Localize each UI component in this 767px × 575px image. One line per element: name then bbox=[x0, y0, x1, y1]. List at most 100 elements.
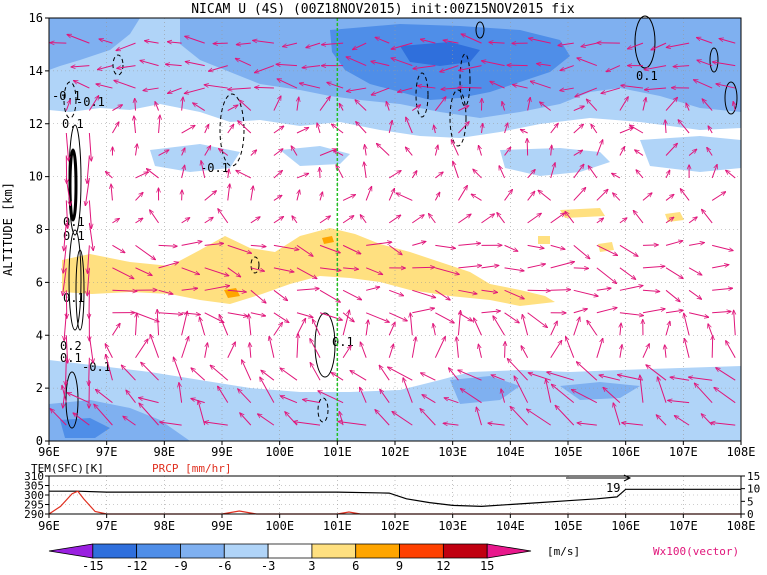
wind-vector bbox=[135, 98, 136, 111]
contour-negative-8 bbox=[63, 81, 77, 119]
wind-vector bbox=[182, 97, 183, 111]
wind-vector bbox=[712, 244, 733, 250]
wind-vector bbox=[665, 170, 670, 179]
wind-vector bbox=[371, 61, 390, 67]
wind-vector bbox=[250, 245, 266, 246]
wind-vector bbox=[67, 393, 90, 404]
wind-vector bbox=[365, 145, 367, 156]
colorbar-units: [m/s] bbox=[547, 545, 580, 558]
colorbar-label: 12 bbox=[436, 559, 450, 573]
wind-vector bbox=[396, 193, 413, 201]
wind-vector bbox=[522, 314, 529, 336]
x-tick-label: 96E bbox=[38, 445, 60, 459]
wind-vector bbox=[333, 150, 344, 156]
x-tick-label: 102E bbox=[381, 445, 410, 459]
wind-vector bbox=[406, 117, 413, 134]
sub-grid bbox=[49, 476, 741, 514]
wind-vector bbox=[296, 127, 309, 134]
colorbar-label: 9 bbox=[396, 559, 403, 573]
wind-vector bbox=[665, 345, 666, 358]
wind-vector bbox=[320, 192, 323, 201]
wind-vector bbox=[135, 218, 143, 224]
wind-vector bbox=[550, 290, 571, 291]
wind-vector bbox=[449, 368, 459, 381]
wind-vector bbox=[435, 312, 454, 323]
wind-vector bbox=[550, 163, 555, 179]
wind-vector bbox=[67, 34, 90, 44]
wind-vector bbox=[204, 191, 217, 201]
contour-label: -0.1 bbox=[200, 161, 229, 175]
wind-vector bbox=[388, 367, 413, 381]
contour-negative-4 bbox=[415, 72, 429, 118]
colorbar-swatch bbox=[136, 543, 181, 559]
wind-vector bbox=[603, 387, 621, 404]
wind-vector bbox=[719, 39, 736, 44]
wind-vector bbox=[596, 338, 603, 358]
wind-vector bbox=[646, 365, 667, 381]
wind-vector bbox=[527, 264, 546, 269]
wind-vector bbox=[255, 87, 274, 88]
wind-vector bbox=[343, 268, 358, 269]
wind-vector bbox=[273, 267, 294, 272]
wind-vector bbox=[619, 312, 644, 316]
wind-vector bbox=[435, 267, 459, 275]
wind-vector bbox=[476, 407, 482, 426]
colorbar-swatch bbox=[399, 543, 444, 559]
wind-vector bbox=[573, 187, 586, 201]
wind-vector bbox=[619, 285, 643, 291]
wind-vector bbox=[219, 315, 229, 336]
wind-vector bbox=[712, 311, 731, 312]
sub-x-tick-label: 104E bbox=[496, 519, 525, 533]
wind-vector bbox=[481, 61, 505, 67]
wind-vector bbox=[273, 170, 282, 179]
contour-label: 0.1 bbox=[63, 229, 85, 243]
wind-vector bbox=[505, 342, 506, 358]
wind-vector bbox=[296, 267, 317, 279]
wind-vector bbox=[712, 265, 729, 269]
contour-positive-9 bbox=[709, 47, 719, 73]
wind-vector bbox=[473, 169, 482, 179]
right-tick-label: 10 bbox=[747, 483, 760, 496]
y-tick-label: 8 bbox=[36, 223, 43, 237]
wind-vector bbox=[550, 244, 565, 249]
wind-vector bbox=[550, 213, 565, 224]
wind-vector bbox=[612, 173, 621, 179]
wind-vector bbox=[250, 289, 266, 303]
wind-vector bbox=[558, 43, 574, 45]
wind-vector bbox=[573, 289, 598, 296]
wind-vector bbox=[280, 368, 298, 381]
wind-vector bbox=[453, 161, 459, 179]
wind-vector bbox=[510, 406, 528, 426]
wind-vector bbox=[413, 65, 436, 69]
wind-vector bbox=[168, 87, 182, 93]
wind-vector bbox=[319, 216, 330, 224]
wind-vector bbox=[619, 218, 627, 224]
x-tick-label: 101E bbox=[323, 445, 352, 459]
wind-vector bbox=[254, 65, 275, 73]
wind-vector bbox=[273, 126, 284, 134]
wind-vector bbox=[656, 415, 667, 426]
wind-vector bbox=[73, 413, 90, 426]
wind-vector bbox=[726, 170, 736, 179]
wind-vector bbox=[389, 289, 403, 295]
wind-vector bbox=[227, 124, 234, 134]
wind-vector bbox=[665, 321, 670, 336]
wind-vector bbox=[342, 346, 351, 358]
wind-vector bbox=[435, 145, 438, 156]
wind-vector bbox=[158, 150, 169, 156]
wind-vector bbox=[181, 125, 195, 134]
wind-vector bbox=[141, 362, 159, 381]
wind-vector bbox=[365, 312, 389, 322]
sub-x-tick-label: 105E bbox=[554, 519, 583, 533]
wind-vector bbox=[550, 321, 558, 336]
wind-vector bbox=[181, 313, 201, 315]
wind-vector bbox=[366, 320, 368, 336]
wind-vector bbox=[181, 241, 202, 246]
wind-vector bbox=[140, 60, 159, 67]
wind-vector bbox=[273, 149, 283, 156]
wind-vector bbox=[388, 344, 393, 358]
wind-vector bbox=[547, 372, 574, 381]
wind-vector bbox=[339, 103, 344, 111]
wind-vector bbox=[117, 65, 136, 69]
wind-vector bbox=[573, 164, 584, 179]
